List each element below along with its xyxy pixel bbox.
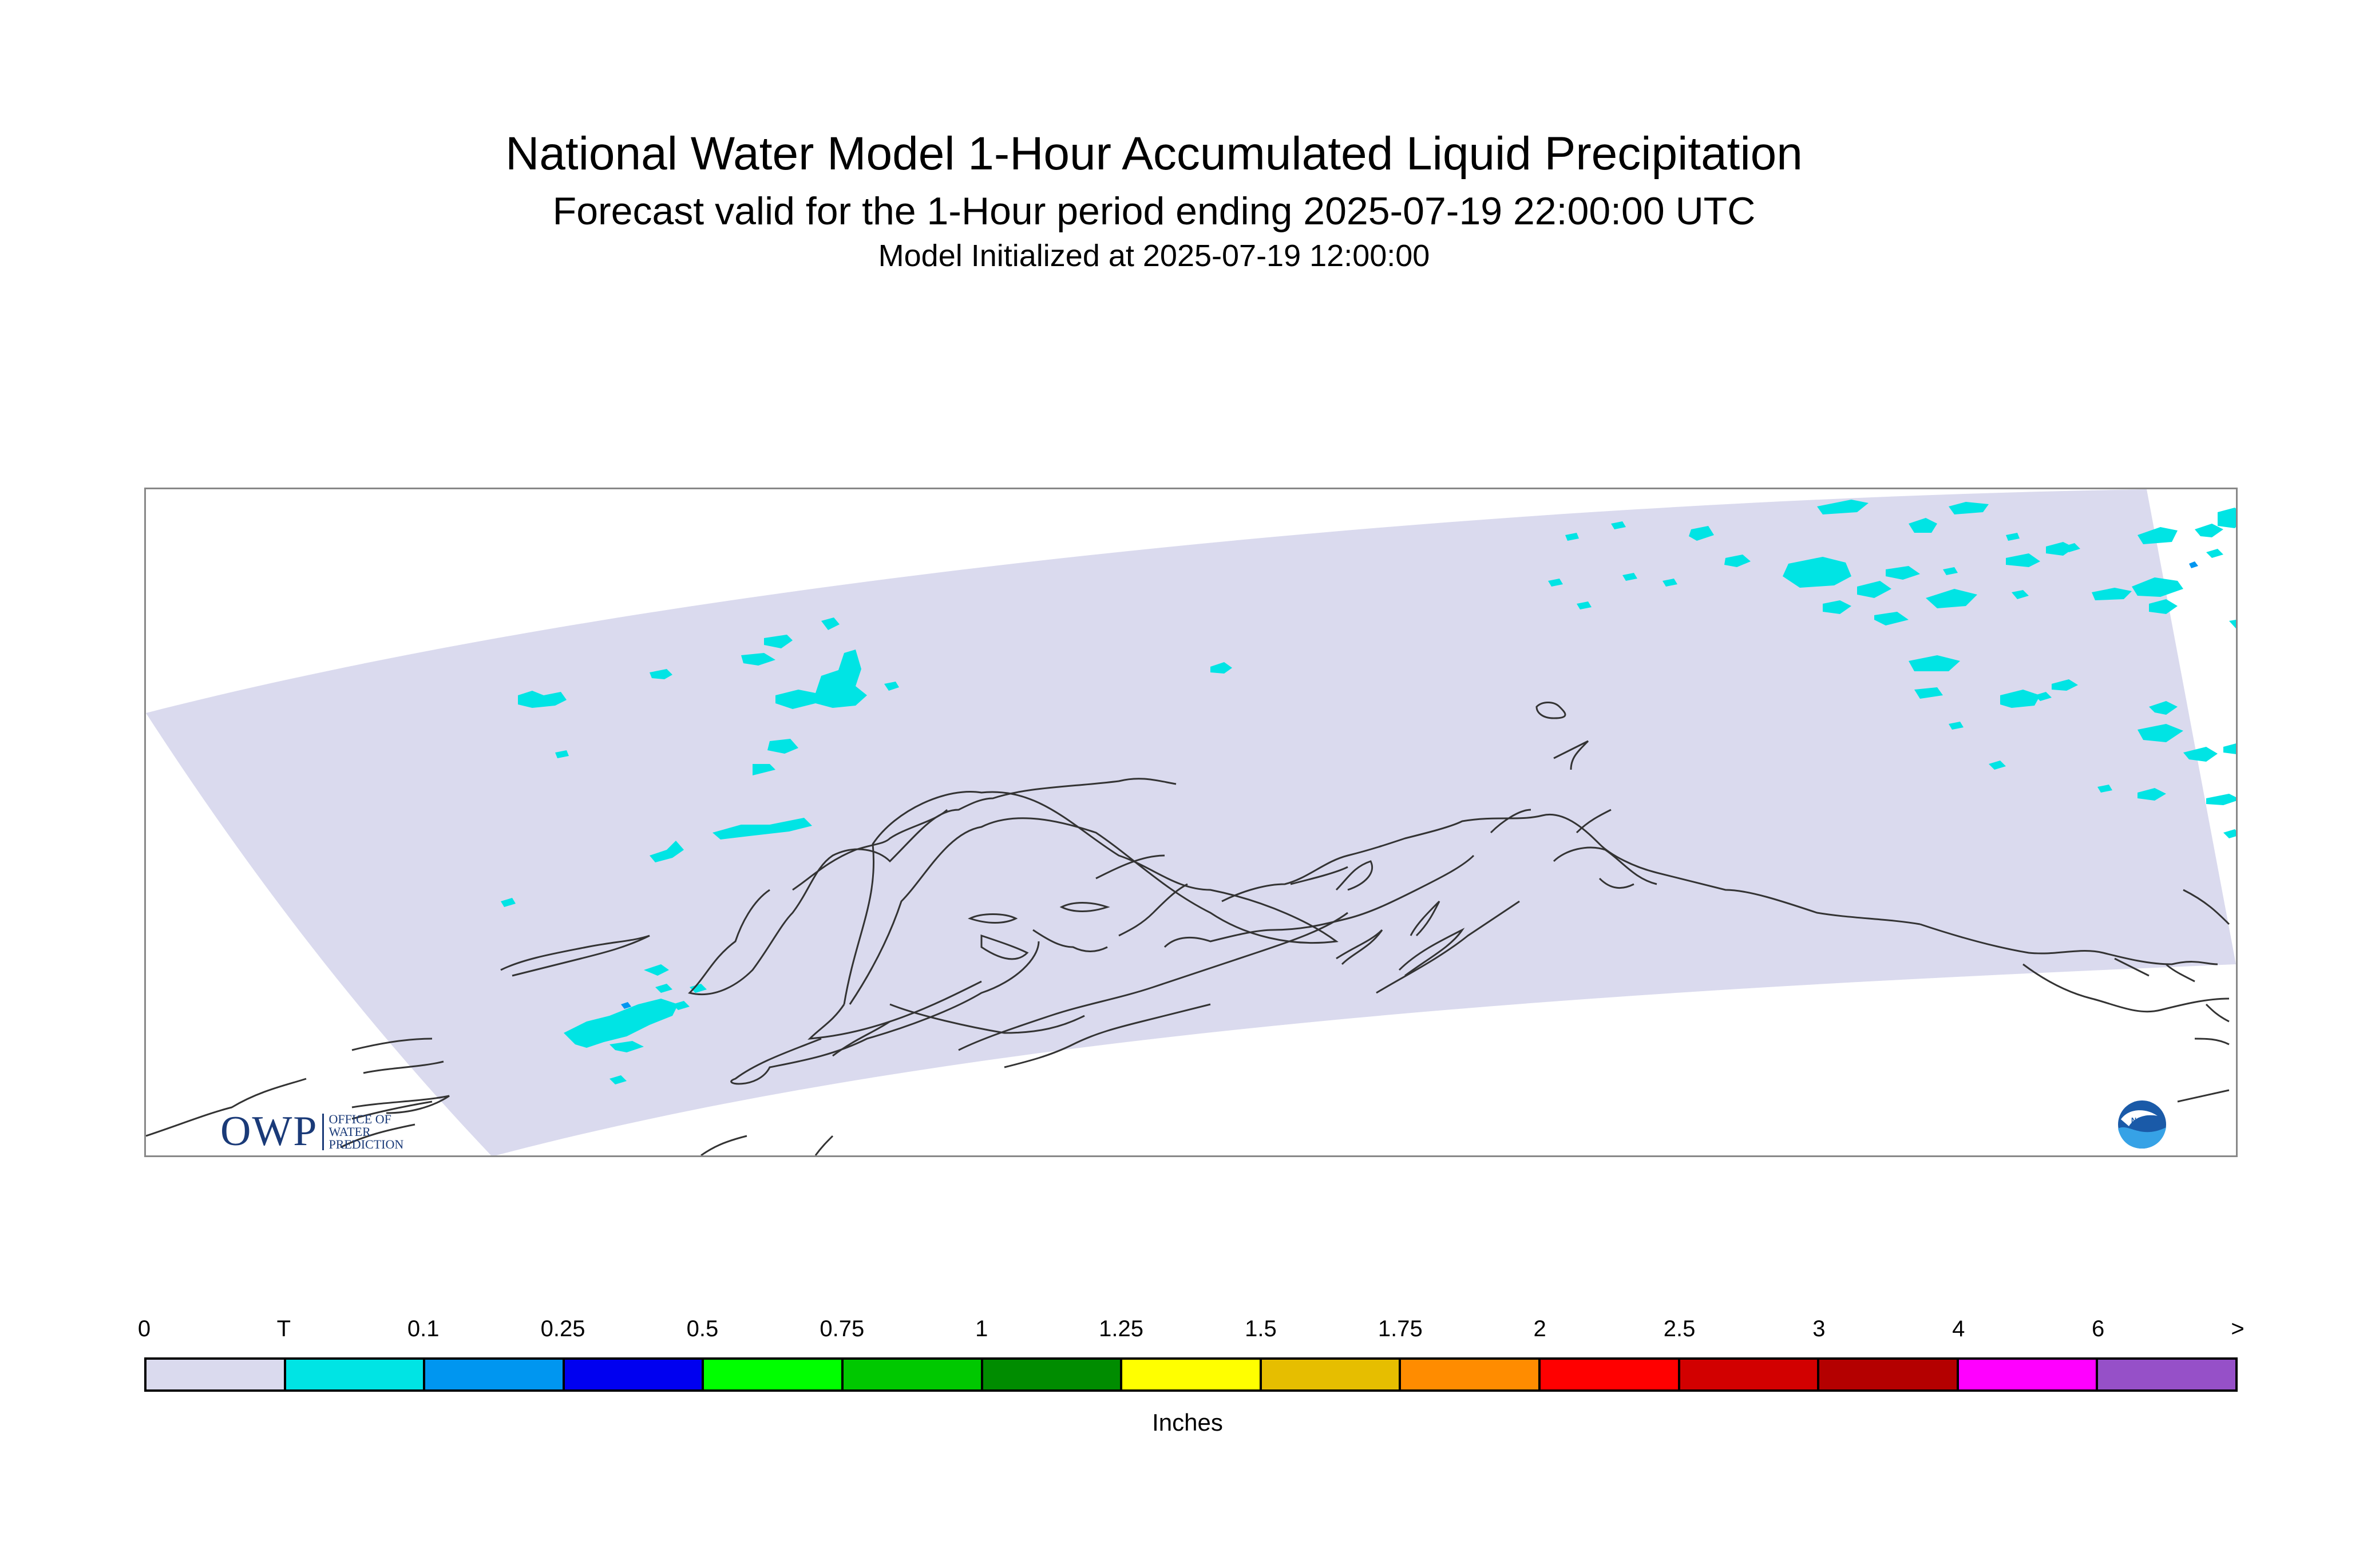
legend-swatch	[1958, 1360, 2099, 1389]
alaska-peninsula	[832, 809, 1634, 1057]
legend-units-label: Inches	[1152, 1409, 1223, 1436]
map-title: National Water Model 1-Hour Accumulated …	[505, 128, 1803, 180]
legend-swatch	[1680, 1360, 1820, 1389]
legend-swatch	[704, 1360, 844, 1389]
legend-tick-label: 1.25	[1099, 1316, 1143, 1341]
legend-swatch	[843, 1360, 983, 1389]
precipitation-map: OWP OFFICE OF WATER PREDICTION	[144, 488, 2238, 1157]
coastlines	[146, 702, 2230, 1155]
legend-tick-label: 0.75	[820, 1316, 865, 1341]
legend-tick-label: 6	[2092, 1316, 2105, 1341]
legend-tick-label: 4	[1952, 1316, 1965, 1341]
legend-swatch	[564, 1360, 704, 1389]
legend-tick-label: 1	[975, 1316, 988, 1341]
legend-tick-label: 0	[137, 1316, 151, 1341]
legend-swatch	[1540, 1360, 1680, 1389]
legend-swatch	[1401, 1360, 1541, 1389]
owp-logo-divider	[322, 1113, 324, 1150]
noaa-logo-text: NOAA	[2131, 1116, 2154, 1124]
legend-swatch	[425, 1360, 565, 1389]
model-domain	[146, 489, 2236, 1155]
legend-swatch	[147, 1360, 286, 1389]
legend-tick-label: 0.1	[407, 1316, 440, 1341]
precipitation-areas	[501, 500, 2236, 1084]
legend-colorbar	[144, 1357, 2238, 1392]
legend-tick-labels: 0 T 0.1 0.25 0.5 0.75 1 1.25 1.5 1.75 2 2.5 3 4 6 >	[138, 1316, 2245, 1351]
legend-tick-label: 0.25	[540, 1316, 585, 1341]
noaa-logo: NOAA	[2117, 1100, 2167, 1149]
legend-swatch	[286, 1360, 426, 1389]
legend-swatch	[2098, 1360, 2235, 1389]
owp-text-3: PREDICTION	[328, 1137, 404, 1151]
owp-logo-letters: OWP	[220, 1108, 318, 1155]
legend-tick-label: T	[276, 1316, 291, 1341]
legend-tick-label: 1.5	[1245, 1316, 1277, 1341]
legend-swatch	[1819, 1360, 1959, 1389]
owp-text-1: OFFICE OF	[328, 1111, 391, 1126]
legend-tick-label: 1.75	[1378, 1316, 1423, 1341]
precipitation-moderate	[621, 561, 2198, 1009]
owp-logo: OWP OFFICE OF WATER PREDICTION	[220, 1107, 404, 1155]
owp-text-2: WATER	[328, 1124, 371, 1139]
legend-tick-label: 3	[1812, 1316, 1826, 1341]
legend-swatch	[1122, 1360, 1262, 1389]
legend-tick-label: 2	[1533, 1316, 1546, 1341]
legend-tick-label: >	[2231, 1316, 2245, 1341]
model-init-time: Model Initialized at 2025-07-19 12:00:00	[878, 239, 1430, 273]
legend-swatch	[983, 1360, 1123, 1389]
legend-swatch	[1261, 1360, 1402, 1389]
owp-logo-text: OFFICE OF WATER PREDICTION	[328, 1111, 404, 1151]
map-canvas	[146, 489, 2236, 1155]
legend-tick-label: 2.5	[1663, 1316, 1696, 1341]
map-subtitle: Forecast valid for the 1-Hour period end…	[552, 189, 1756, 233]
legend-tick-label: 0.5	[686, 1316, 719, 1341]
